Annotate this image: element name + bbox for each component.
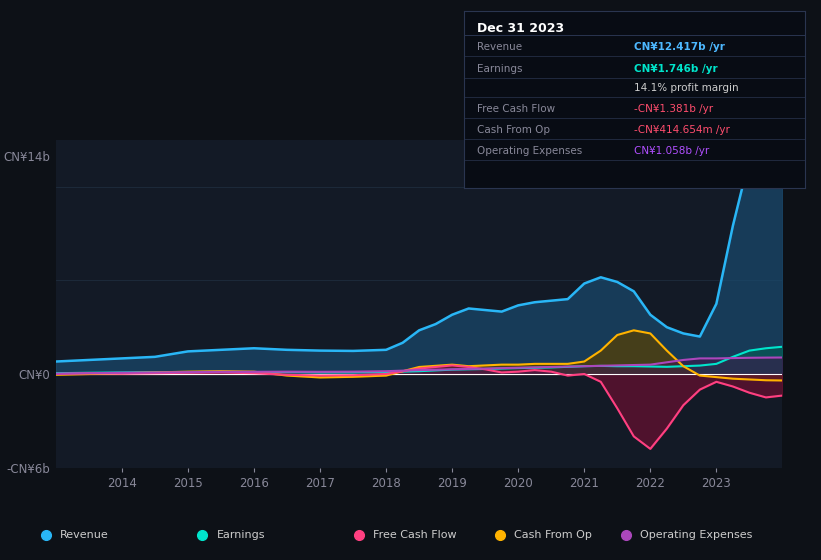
Text: -CN¥1.381b /yr: -CN¥1.381b /yr bbox=[635, 104, 713, 114]
Text: -CN¥414.654m /yr: -CN¥414.654m /yr bbox=[635, 125, 730, 135]
Text: Dec 31 2023: Dec 31 2023 bbox=[478, 22, 565, 35]
Text: CN¥12.417b /yr: CN¥12.417b /yr bbox=[635, 42, 725, 52]
Text: Revenue: Revenue bbox=[60, 530, 108, 540]
Text: Free Cash Flow: Free Cash Flow bbox=[478, 104, 556, 114]
Text: Cash From Op: Cash From Op bbox=[478, 125, 551, 135]
Text: Earnings: Earnings bbox=[478, 64, 523, 74]
Text: Revenue: Revenue bbox=[478, 42, 523, 52]
Text: CN¥1.746b /yr: CN¥1.746b /yr bbox=[635, 64, 718, 74]
Text: Operating Expenses: Operating Expenses bbox=[640, 530, 752, 540]
Text: Free Cash Flow: Free Cash Flow bbox=[374, 530, 457, 540]
Text: Operating Expenses: Operating Expenses bbox=[478, 146, 583, 156]
Text: Cash From Op: Cash From Op bbox=[515, 530, 593, 540]
Text: 14.1% profit margin: 14.1% profit margin bbox=[635, 83, 739, 92]
Text: Earnings: Earnings bbox=[217, 530, 265, 540]
Text: CN¥1.058b /yr: CN¥1.058b /yr bbox=[635, 146, 709, 156]
